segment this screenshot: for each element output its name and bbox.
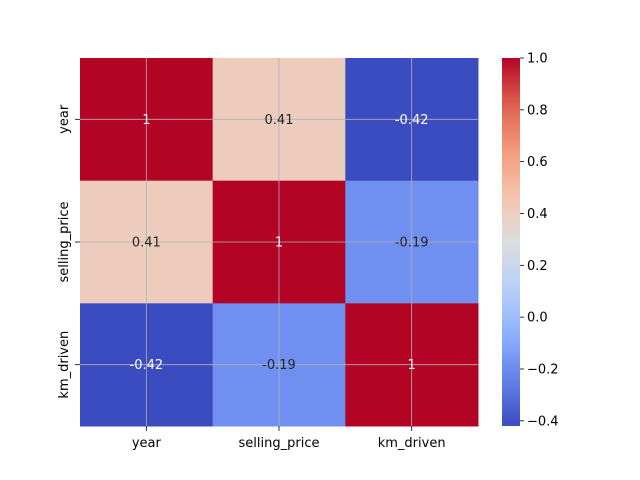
cell-annotations: 1 0.41 -0.42 0.41 1 -0.19 -0.42 -0.19 1 — [130, 113, 429, 373]
cell-annotation: 1 — [408, 358, 416, 373]
cell-annotation: -0.19 — [395, 236, 429, 251]
colorbar-tick-label: −0.4 — [527, 414, 559, 429]
cell-annotation: -0.42 — [130, 358, 164, 373]
cell-annotation: 1 — [142, 113, 150, 128]
colorbar-tick-label: −0.2 — [527, 362, 559, 377]
colorbar-tick-label: 0.0 — [527, 311, 548, 326]
cell-annotation: -0.42 — [395, 113, 429, 128]
colorbar-tick-label: 0.6 — [527, 155, 548, 170]
colorbar-tick-label: 0.8 — [527, 103, 548, 118]
y-tick-label: year — [57, 104, 72, 134]
x-tick-label: km_driven — [378, 436, 446, 451]
colorbar-tick-label: 1.0 — [527, 52, 548, 67]
cell-annotation: 0.41 — [132, 236, 161, 251]
x-tick-label: year — [132, 436, 162, 451]
cell-annotation: 1 — [275, 236, 283, 251]
x-axis: year selling_price km_driven — [132, 426, 446, 451]
y-axis: year selling_price km_driven — [57, 104, 80, 399]
cell-annotation: -0.19 — [262, 358, 296, 373]
y-tick-label: selling_price — [57, 202, 72, 283]
x-tick-label: selling_price — [239, 436, 320, 451]
colorbar-tick-label: 0.4 — [527, 207, 548, 222]
heatmap-grid — [80, 58, 478, 426]
cell-annotation: 0.41 — [265, 113, 294, 128]
colorbar-gradient — [502, 58, 520, 426]
y-tick-label: km_driven — [57, 331, 72, 399]
colorbar: −0.4 −0.2 0.0 0.2 0.4 0.6 0.8 1.0 — [502, 52, 559, 429]
colorbar-tick-label: 0.2 — [527, 259, 548, 274]
